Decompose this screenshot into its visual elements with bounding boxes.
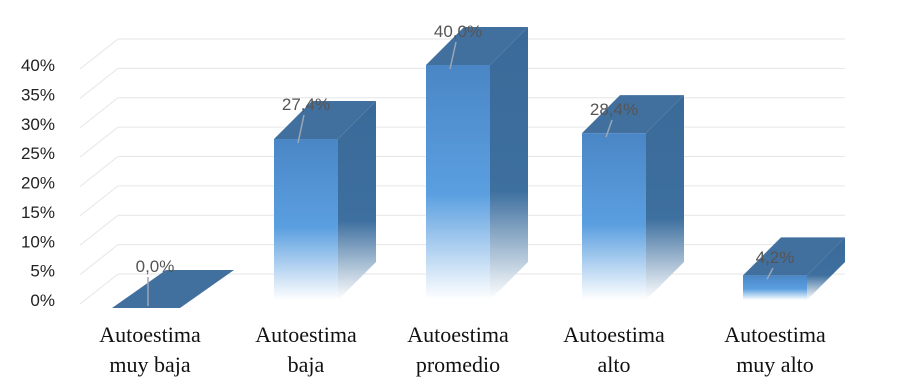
bar <box>112 270 234 308</box>
bar <box>274 101 376 301</box>
y-tick-label: 35% <box>21 85 55 104</box>
grid-line-depth <box>79 244 119 276</box>
grid-line-depth <box>79 214 119 246</box>
x-category-label: muy alto <box>736 352 814 377</box>
x-category-label: alto <box>598 352 631 377</box>
bar <box>426 27 528 300</box>
bar-side <box>646 95 684 301</box>
grid-line-depth <box>79 185 119 217</box>
x-category-label: baja <box>288 352 325 377</box>
x-category-label: muy baja <box>109 352 190 377</box>
grid-line-depth <box>79 38 119 70</box>
bar-top <box>112 270 234 308</box>
data-label-leader <box>766 267 774 280</box>
x-axis-categories: Autoestima muy baja Autoestima baja Autoesti… <box>99 322 826 377</box>
x-category-label: Autoestima <box>724 322 826 347</box>
y-axis-ticks: 0% 5% 10% 15% 20% 25% 30% 35% 40% <box>21 56 55 310</box>
y-tick-label: 5% <box>30 262 55 281</box>
grid-line-depth <box>79 97 119 129</box>
bar-top <box>743 237 845 276</box>
data-label-leader <box>449 41 457 70</box>
bar <box>582 95 684 301</box>
y-tick-label: 10% <box>21 232 55 251</box>
data-label: 27,4% <box>282 95 330 114</box>
bar-side <box>807 237 845 300</box>
grid-line-depth <box>79 156 119 187</box>
grid-line-depth <box>79 273 119 305</box>
x-category-label: Autoestima <box>255 322 357 347</box>
y-tick-label: 0% <box>30 291 55 310</box>
bar-front <box>743 275 807 300</box>
data-label: 0,0% <box>136 257 175 276</box>
y-tick-label: 30% <box>21 115 55 134</box>
y-tick-label: 15% <box>21 203 55 222</box>
bar-top <box>426 27 528 65</box>
x-category-label: Autoestima <box>99 322 201 347</box>
bar-side <box>338 101 376 301</box>
bar-top <box>274 101 376 140</box>
grid-line-depth <box>79 126 119 158</box>
data-label-leader <box>297 114 305 144</box>
data-label: 28,4% <box>590 100 638 119</box>
grid-line-depth <box>79 67 119 99</box>
y-tick-label: 20% <box>21 174 55 193</box>
bar-front <box>582 133 646 300</box>
x-category-label: Autoestima <box>563 322 665 347</box>
x-category-label: Autoestima <box>407 322 509 347</box>
x-category-label: promedio <box>416 352 500 377</box>
bar-side <box>490 27 528 300</box>
y-tick-label: 25% <box>21 144 55 163</box>
data-label: 40,0% <box>434 22 482 41</box>
y-tick-label: 40% <box>21 56 55 75</box>
data-label-leader <box>605 119 613 138</box>
bar-top <box>582 95 684 134</box>
bar-front <box>426 65 490 300</box>
bar-front <box>274 139 338 300</box>
bars <box>112 27 845 308</box>
data-labels: 0,0% 27,4% 40,0% 28,4% 4,2% <box>136 22 795 306</box>
bar <box>743 237 845 300</box>
data-label: 4,2% <box>756 248 795 267</box>
